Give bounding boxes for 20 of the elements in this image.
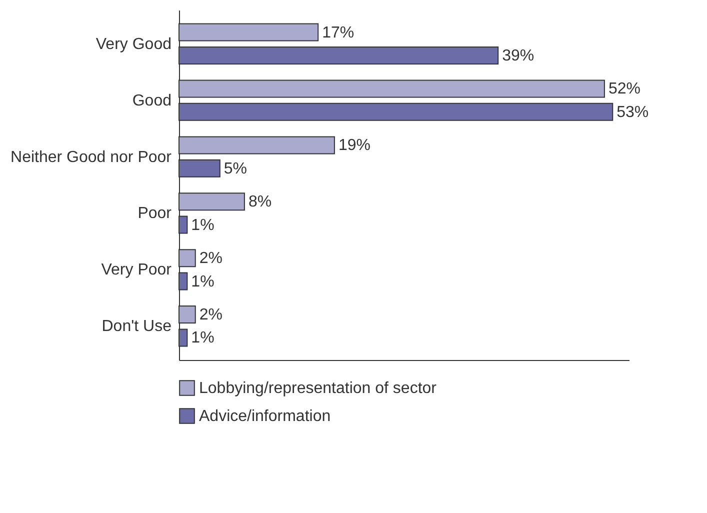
data-label: 8% <box>248 194 272 211</box>
data-label: 53% <box>616 104 649 121</box>
data-label: 2% <box>199 306 222 324</box>
data-label: 2% <box>199 250 222 268</box>
y-tick-label: Very Poor <box>101 262 172 279</box>
data-label: 1% <box>191 216 214 234</box>
y-tick-label: Neither Good nor Poor <box>10 148 172 166</box>
legend-label: Advice/information <box>199 408 331 425</box>
y-tick-label: Good <box>132 92 172 110</box>
legend-label: Lobbying/representation of sector <box>199 380 438 397</box>
data-label: 5% <box>224 160 248 178</box>
data-label: 39% <box>502 47 534 64</box>
y-tick-label: Don't Use <box>102 318 172 336</box>
data-label: 19% <box>338 137 370 154</box>
data-label: 1% <box>191 330 214 347</box>
y-tick-label: Very Good <box>96 36 172 53</box>
y-tick-label: Poor <box>138 205 172 222</box>
data-label: 52% <box>608 80 640 98</box>
data-label: 1% <box>191 273 214 290</box>
data-label: 17% <box>322 24 354 42</box>
